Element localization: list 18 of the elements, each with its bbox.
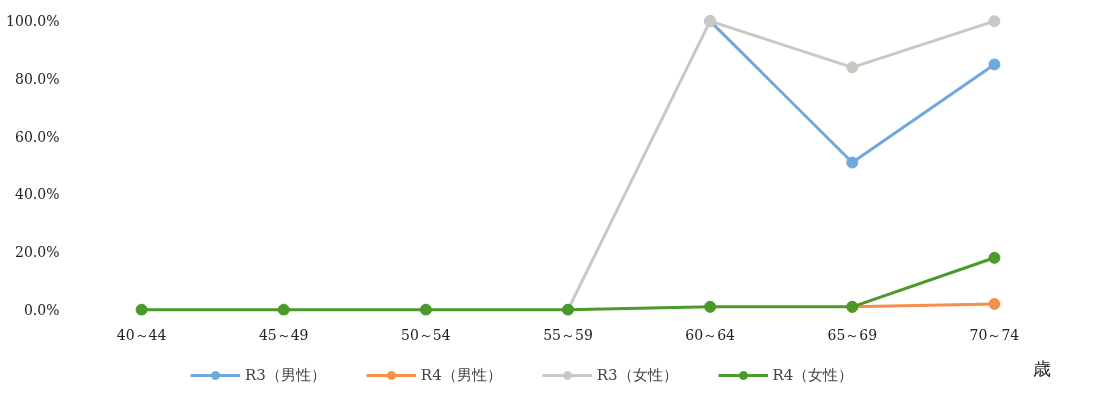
x-tick-label: 40～44: [116, 326, 167, 343]
y-tick-label: 80.0%: [15, 70, 60, 87]
y-tick-label: 40.0%: [15, 186, 60, 203]
y-tick-label: 60.0%: [15, 128, 60, 145]
legend-label: R3（男性）: [245, 365, 326, 385]
x-tick-label: 45～49: [258, 326, 309, 343]
x-axis-title: 歳: [1032, 357, 1051, 379]
x-tick-label: 60～64: [685, 326, 736, 343]
x-tick-label: 70～74: [969, 326, 1020, 343]
legend-label: R3（女性）: [596, 365, 678, 385]
y-tick-label: 100.0%: [6, 13, 60, 30]
x-tick-label: 65～69: [827, 326, 878, 343]
x-tick-label: 50～54: [401, 326, 451, 343]
x-tick-label: 55～59: [543, 326, 593, 343]
y-tick-label: 20.0%: [15, 244, 60, 261]
legend-label: R4（女性）: [772, 365, 854, 385]
y-tick-label: 0.0%: [23, 301, 60, 318]
legend-label: R4（男性）: [420, 365, 502, 385]
